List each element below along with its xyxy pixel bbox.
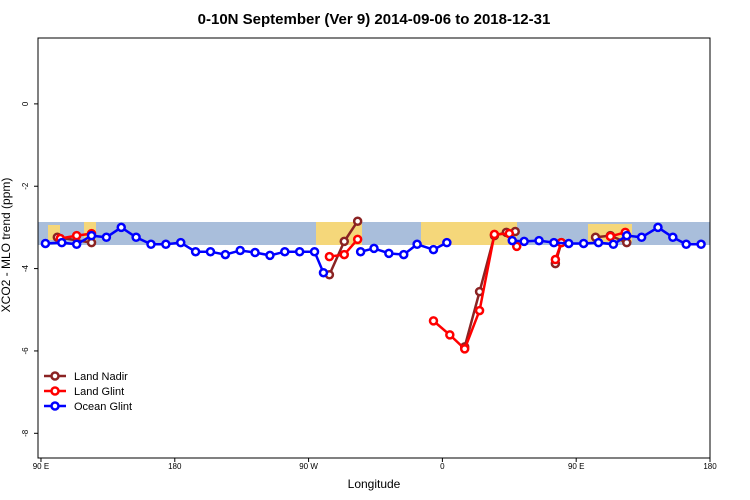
point xyxy=(384,248,394,259)
plot-frame xyxy=(37,37,711,459)
point xyxy=(608,239,619,250)
point xyxy=(101,232,112,243)
point xyxy=(190,246,201,257)
point xyxy=(280,246,290,257)
point xyxy=(668,232,678,243)
point xyxy=(339,249,350,260)
point xyxy=(428,316,439,326)
y-axis-label: XCO2 - MLO trend (ppm) xyxy=(0,178,13,313)
point xyxy=(489,229,500,240)
point xyxy=(71,239,82,250)
point xyxy=(355,246,366,257)
point xyxy=(175,237,186,248)
legend-label: Land Nadir xyxy=(74,371,128,383)
point xyxy=(318,267,329,278)
point xyxy=(412,239,422,250)
point xyxy=(621,230,632,241)
legend-label: Ocean Glint xyxy=(74,401,132,413)
y-tick-label: -4 xyxy=(21,264,30,272)
point xyxy=(445,330,455,340)
point xyxy=(294,246,305,257)
legend-marker xyxy=(50,371,60,381)
point xyxy=(86,230,97,241)
point xyxy=(71,230,82,241)
point xyxy=(40,238,51,249)
point xyxy=(550,254,561,265)
point xyxy=(474,305,485,316)
point xyxy=(398,249,409,260)
x-tick-label: 0 xyxy=(440,462,445,471)
y-tick-label: 0 xyxy=(21,101,30,106)
point xyxy=(696,239,706,250)
point xyxy=(339,236,350,247)
point xyxy=(636,232,647,243)
point xyxy=(309,246,320,257)
point xyxy=(549,237,559,248)
legend-marker xyxy=(50,401,60,411)
x-axis-label: Longitude xyxy=(348,477,401,491)
point xyxy=(593,237,604,248)
series-line xyxy=(60,231,626,352)
y-tick-label: -6 xyxy=(21,347,30,355)
chart-title: 0-10N September (Ver 9) 2014-09-06 to 20… xyxy=(198,11,551,28)
point xyxy=(161,239,171,250)
point xyxy=(250,247,260,258)
y-tick-label: -2 xyxy=(21,182,30,190)
point xyxy=(235,245,245,256)
point xyxy=(564,238,574,249)
point xyxy=(681,239,691,250)
point xyxy=(369,243,379,254)
point xyxy=(220,249,231,260)
point xyxy=(511,241,522,252)
point xyxy=(519,236,529,247)
point xyxy=(534,235,544,246)
point xyxy=(131,232,141,243)
point xyxy=(205,246,216,257)
point xyxy=(653,222,663,233)
point xyxy=(605,231,616,242)
point xyxy=(459,344,470,354)
point xyxy=(324,251,335,262)
point xyxy=(442,237,452,248)
legend-marker xyxy=(50,386,60,396)
point xyxy=(507,235,518,246)
point xyxy=(265,250,275,261)
x-tick-label: 90 E xyxy=(568,462,584,471)
point xyxy=(57,237,67,248)
x-tick-label: 180 xyxy=(703,462,717,471)
point xyxy=(578,238,589,249)
y-tick-label: -8 xyxy=(21,429,30,437)
x-tick-label: 90 E xyxy=(33,462,49,471)
point xyxy=(428,244,439,255)
point xyxy=(116,222,127,233)
point xyxy=(146,239,156,250)
x-tick-label: 90 W xyxy=(299,462,318,471)
x-tick-label: 180 xyxy=(168,462,182,471)
legend-label: Land Glint xyxy=(74,386,124,398)
point xyxy=(352,216,363,226)
point xyxy=(352,234,363,245)
